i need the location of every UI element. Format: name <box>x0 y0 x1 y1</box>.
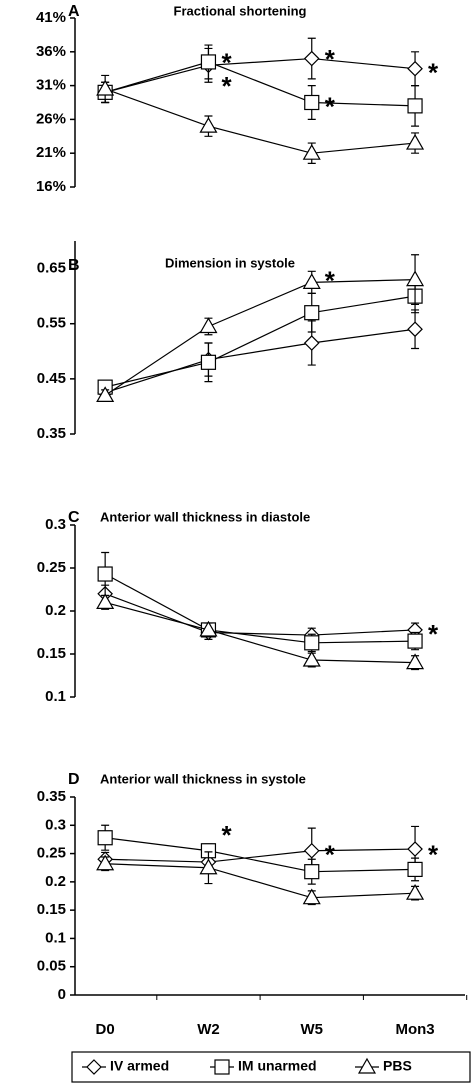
y-tick-label: 21% <box>36 144 66 161</box>
marker-square <box>200 54 217 70</box>
x-tick-label: W5 <box>301 1021 324 1038</box>
marker-square <box>304 864 320 880</box>
marker-triangle <box>96 79 115 96</box>
marker-triangle <box>302 650 321 667</box>
panel-letter: B <box>68 257 80 274</box>
y-tick-label: 0.3 <box>45 516 66 533</box>
marker-diamond <box>303 842 320 859</box>
y-tick-label: 0.1 <box>45 929 66 946</box>
chart-title: Anterior wall thickness in systole <box>100 771 306 786</box>
significance-mark: * <box>325 266 336 296</box>
marker-triangle <box>406 653 425 670</box>
significance-mark: * <box>221 820 232 850</box>
marker-triangle <box>96 593 115 609</box>
marker-diamond <box>407 60 423 77</box>
marker-triangle <box>406 270 425 287</box>
marker-triangle <box>406 883 425 900</box>
y-tick-label: 16% <box>36 178 66 195</box>
panel-letter: C <box>68 509 80 526</box>
y-tick-label: 0.35 <box>37 425 66 442</box>
marker-square <box>407 633 423 649</box>
series-line <box>104 57 416 93</box>
marker-square <box>200 354 217 370</box>
legend-label: IV armed <box>110 1058 169 1074</box>
x-tick-label: D0 <box>96 1021 115 1038</box>
y-tick-label: 0.2 <box>45 873 66 890</box>
marker-diamond <box>407 841 423 857</box>
x-tick-label: W2 <box>197 1021 220 1038</box>
series-line <box>105 848 416 863</box>
marker-diamond <box>303 335 320 351</box>
series-line <box>104 573 416 644</box>
significance-mark: * <box>325 840 336 870</box>
marker-square <box>304 635 320 651</box>
y-tick-label: 0.15 <box>37 645 66 662</box>
x-tick-label: Mon3 <box>395 1021 434 1038</box>
marker-square <box>304 305 320 321</box>
marker-triangle <box>96 386 115 402</box>
chart-title: Fractional shortening <box>174 3 307 18</box>
marker-diamond <box>407 321 423 338</box>
y-tick-label: 0.1 <box>45 688 66 705</box>
panel-letter: D <box>68 771 80 788</box>
marker-triangle <box>96 854 115 871</box>
marker-triangle <box>302 143 321 160</box>
marker-diamond <box>303 50 320 67</box>
series-line <box>104 88 416 154</box>
significance-mark: * <box>221 47 232 77</box>
panel-letter: A <box>68 3 80 20</box>
marker-triangle <box>406 133 425 150</box>
y-tick-label: 0.45 <box>37 370 66 387</box>
significance-mark: * <box>221 71 232 101</box>
significance-mark: * <box>428 58 439 88</box>
marker-triangle <box>199 620 218 637</box>
y-tick-label: 26% <box>36 110 66 127</box>
legend-marker <box>357 1057 377 1074</box>
marker-square <box>407 861 423 878</box>
marker-triangle <box>302 273 321 289</box>
series-line <box>104 601 416 664</box>
marker-triangle <box>199 858 218 875</box>
significance-mark: * <box>325 44 336 74</box>
legend-marker <box>214 1059 230 1075</box>
series-line <box>104 279 416 396</box>
marker-square <box>304 94 320 111</box>
legend-label: PBS <box>383 1058 412 1074</box>
series-line <box>104 328 416 394</box>
series-line <box>104 593 416 636</box>
series-line <box>105 837 416 873</box>
legend-box <box>71 1051 471 1083</box>
legend-marker <box>86 1059 102 1075</box>
marker-square <box>97 830 113 846</box>
legend-label: IM unarmed <box>238 1058 317 1074</box>
series-line <box>105 863 416 899</box>
marker-triangle <box>302 888 321 905</box>
chart-title: Dimension in systole <box>165 255 295 270</box>
y-tick-label: 0.2 <box>45 602 66 619</box>
y-tick-label: 0.15 <box>37 901 66 918</box>
y-tick-label: 36% <box>36 43 66 60</box>
series-line <box>105 295 416 388</box>
y-tick-label: 0.25 <box>37 559 66 576</box>
y-tick-label: 0 <box>58 986 66 1003</box>
marker-triangle <box>199 116 218 133</box>
y-tick-label: 0.65 <box>37 260 66 277</box>
chart-title: Anterior wall thickness in diastole <box>100 509 310 524</box>
significance-mark: * <box>325 91 336 121</box>
marker-square <box>97 566 113 582</box>
y-tick-label: 0.35 <box>37 788 66 805</box>
y-tick-label: 0.55 <box>37 315 66 332</box>
y-tick-label: 0.05 <box>37 958 66 975</box>
series-line <box>104 61 416 107</box>
marker-triangle <box>199 317 218 334</box>
y-tick-label: 41% <box>36 9 66 26</box>
marker-square <box>407 98 423 114</box>
significance-mark: * <box>428 619 439 649</box>
y-tick-label: 0.25 <box>37 845 66 862</box>
y-tick-label: 0.3 <box>45 816 66 833</box>
y-tick-label: 31% <box>36 77 66 94</box>
significance-mark: * <box>428 840 439 870</box>
